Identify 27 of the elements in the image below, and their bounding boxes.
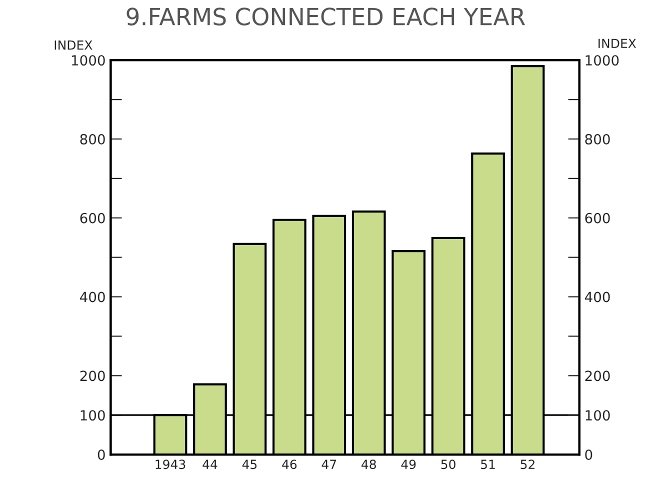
y2-tick-label: 400 xyxy=(584,292,610,302)
y2-axis-title: INDEX xyxy=(598,38,636,48)
y-tick-label: 400 xyxy=(80,292,105,302)
y2-tick-label: 0 xyxy=(585,450,592,460)
y-tick-label: 200 xyxy=(80,370,105,382)
x-tick-label: 50 xyxy=(441,460,456,470)
y2-tick-label: 100 xyxy=(586,410,610,421)
chart-title: 9.FARMS CONNECTED EACH YEAR xyxy=(126,8,526,26)
x-tick-label: 52 xyxy=(520,460,534,470)
x-tick-label: 47 xyxy=(322,460,336,469)
x-tick-label: 44 xyxy=(202,460,218,469)
x-tick-label: 51 xyxy=(481,460,495,470)
y-tick-label: 100 xyxy=(80,410,105,421)
x-tick-label: 45 xyxy=(242,460,257,470)
y-tick-label: 600 xyxy=(80,212,105,224)
y-tick-label: 800 xyxy=(80,134,105,144)
x-tick-label: 49 xyxy=(401,460,416,470)
y-tick-label: 1000 xyxy=(72,55,105,66)
y2-tick-label: 200 xyxy=(585,370,610,382)
x-tick-label: 46 xyxy=(282,460,297,470)
y2-tick-label: 1000 xyxy=(586,55,619,66)
y2-tick-label: 800 xyxy=(585,134,610,144)
y-axis-title: INDEX xyxy=(54,40,92,50)
y-tick-label: 0 xyxy=(98,450,105,460)
x-tick-label: 48 xyxy=(362,460,376,470)
x-tick-label: 1943 xyxy=(156,460,186,470)
y2-tick-label: 600 xyxy=(585,212,610,224)
